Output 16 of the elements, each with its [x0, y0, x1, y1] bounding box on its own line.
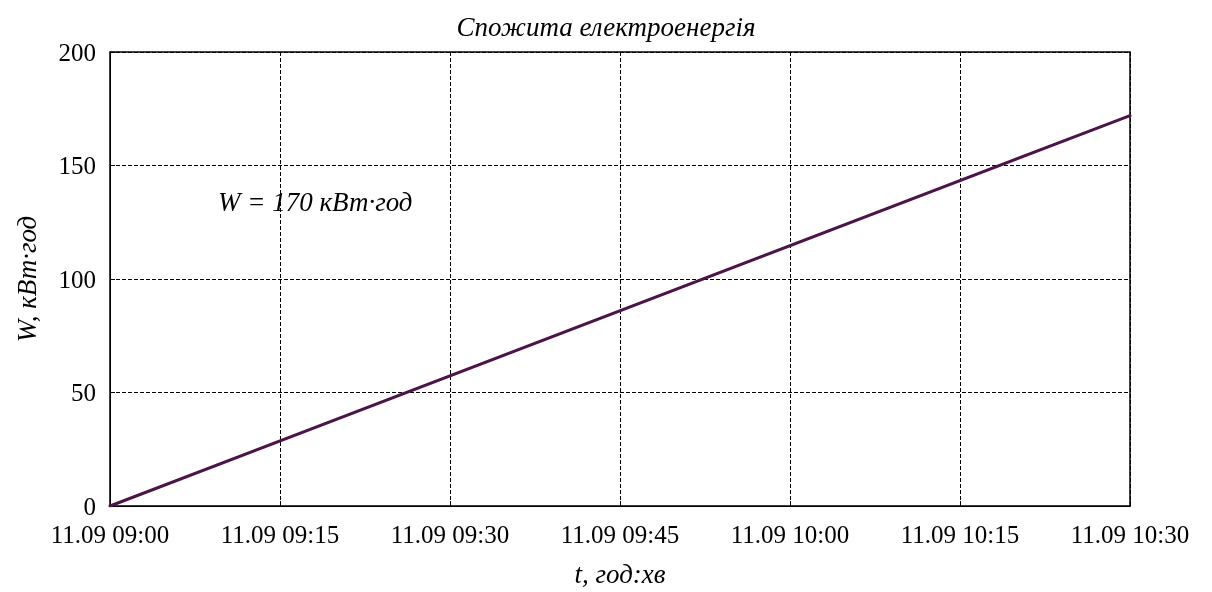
x-tick-label: 11.09 10:30: [1070, 521, 1190, 548]
chart-title: Спожита електроенергія: [456, 11, 756, 42]
y-tick-label: 200: [58, 38, 96, 66]
y-tick-label: 0: [83, 492, 96, 520]
x-tick-label: 11.09 10:00: [730, 521, 850, 548]
x-tick-label: 11.09 10:15: [900, 521, 1020, 548]
x-axis-title: t, год:хв: [574, 558, 666, 589]
y-tick-label: 100: [58, 265, 96, 293]
annotation: W = 170 кВт·год: [218, 186, 413, 217]
y-tick-label: 150: [58, 152, 96, 179]
x-tick-label: 11.09 09:00: [50, 521, 170, 548]
x-tick-label: 11.09 09:45: [560, 521, 680, 548]
y-axis-title: W, кВт·год: [11, 215, 42, 343]
y-tick-label: 50: [71, 379, 96, 406]
x-tick-label: 11.09 09:15: [220, 521, 340, 548]
x-tick-label: 11.09 09:30: [390, 521, 510, 548]
